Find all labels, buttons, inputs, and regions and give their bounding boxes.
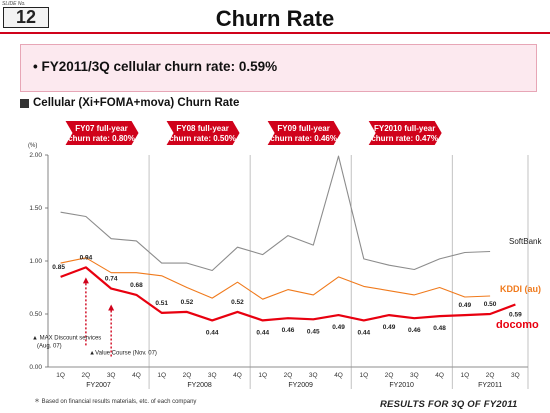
annotation-arrowhead [108, 304, 115, 311]
x-tick-label: 2Q [385, 372, 394, 379]
fiscal-year-label: FY2007 [86, 382, 111, 389]
summary-box [20, 44, 537, 92]
docomo-data-label: 0.50 [484, 301, 497, 308]
fiscal-year-label: FY2009 [288, 382, 313, 389]
footer-text: RESULTS FOR 3Q OF FY2011 [380, 399, 518, 410]
fy-callout-banner [65, 121, 139, 145]
docomo-data-label: 0.49 [459, 302, 472, 309]
y-tick-label: 1.00 [29, 258, 42, 265]
softbank-line [60, 155, 491, 272]
legend-softbank: SoftBank [509, 237, 542, 246]
docomo-data-label: 0.68 [130, 282, 143, 289]
annotation-label: (Aug. 07) [37, 343, 62, 349]
docomo-data-label: 0.94 [80, 254, 93, 261]
y-tick-label: 2.00 [29, 152, 42, 159]
x-tick-label: 1Q [56, 372, 65, 379]
y-tick-label: 0.00 [29, 364, 42, 371]
x-tick-label: 2Q [486, 372, 495, 379]
legend-kddi: KDDI (au) [500, 284, 541, 294]
footnote: ＊ Based on financial results materials, … [34, 399, 197, 405]
section-bullet-icon [20, 99, 29, 108]
y-tick-label: 0.50 [29, 311, 42, 318]
docomo-data-label: 0.44 [206, 329, 219, 336]
docomo-data-label: 0.52 [231, 299, 244, 306]
fy-callout-title: FY2010 full-year [374, 124, 435, 133]
kddi-line [60, 257, 491, 300]
x-tick-label: 3Q [208, 372, 217, 379]
x-tick-label: 1Q [461, 372, 470, 379]
x-tick-label: 3Q [410, 372, 419, 379]
fy-callout-title: FY09 full-year [277, 124, 329, 133]
fy-callout-title: FY07 full-year [75, 124, 127, 133]
x-tick-label: 1Q [258, 372, 267, 379]
x-tick-label: 4Q [435, 372, 444, 379]
docomo-data-label: 0.46 [408, 327, 421, 334]
fy-callout-rate: churn rate: 0.50% [169, 134, 236, 143]
docomo-data-label: 0.45 [307, 328, 320, 335]
x-tick-label: 4Q [132, 372, 141, 379]
x-tick-label: 1Q [157, 372, 166, 379]
fiscal-year-label: FY2010 [389, 382, 414, 389]
fiscal-year-label: FY2011 [478, 382, 502, 389]
title-divider [0, 32, 550, 34]
x-tick-label: 2Q [183, 372, 192, 379]
fy-callout-banner [267, 121, 341, 145]
docomo-data-label: 0.49 [332, 324, 345, 331]
docomo-data-label: 0.48 [433, 325, 446, 332]
x-tick-label: 2Q [82, 372, 91, 379]
docomo-data-label: 0.59 [509, 311, 522, 318]
x-tick-label: 4Q [233, 372, 242, 379]
docomo-data-label: 0.44 [357, 329, 370, 336]
x-tick-label: 1Q [359, 372, 368, 379]
x-tick-label: 4Q [334, 372, 343, 379]
docomo-data-label: 0.49 [383, 324, 396, 331]
legend-docomo: docomo [496, 319, 539, 331]
fy-callout-banner [368, 121, 442, 145]
fy-callout-rate: churn rate: 0.80% [68, 134, 135, 143]
fiscal-year-label: FY2008 [187, 382, 212, 389]
annotation-label: ▲ MAX Discount services [32, 335, 101, 341]
slide-number-label: SLIDE No. [2, 1, 26, 7]
docomo-data-label: 0.52 [181, 299, 194, 306]
slide-number: 12 [3, 7, 49, 28]
docomo-data-label: 0.44 [256, 329, 269, 336]
x-tick-label: 2Q [284, 372, 293, 379]
docomo-data-label: 0.74 [105, 276, 118, 283]
x-tick-label: 3Q [511, 372, 520, 379]
fy-callout-rate: churn rate: 0.46% [270, 134, 337, 143]
y-axis-unit: (%) [28, 143, 37, 149]
section-title: Cellular (Xi+FOMA+mova) Churn Rate [33, 97, 240, 109]
annotation-arrowhead [82, 277, 89, 284]
docomo-data-label: 0.85 [52, 264, 65, 271]
x-tick-label: 3Q [309, 372, 318, 379]
docomo-data-label: 0.51 [155, 300, 168, 307]
page-title: Churn Rate [215, 6, 335, 31]
y-tick-label: 1.50 [29, 205, 42, 212]
fy-callout-title: FY08 full-year [176, 124, 228, 133]
summary-text: • FY2011/3Q cellular churn rate: 0.59% [33, 59, 278, 74]
fy-callout-rate: churn rate: 0.47% [371, 134, 438, 143]
fy-callout-banner [166, 121, 240, 145]
docomo-line [60, 266, 516, 322]
annotation-label: ▲Value Course (Nov. 07) [89, 350, 157, 356]
docomo-data-label: 0.46 [282, 327, 295, 334]
x-tick-label: 3Q [107, 372, 116, 379]
